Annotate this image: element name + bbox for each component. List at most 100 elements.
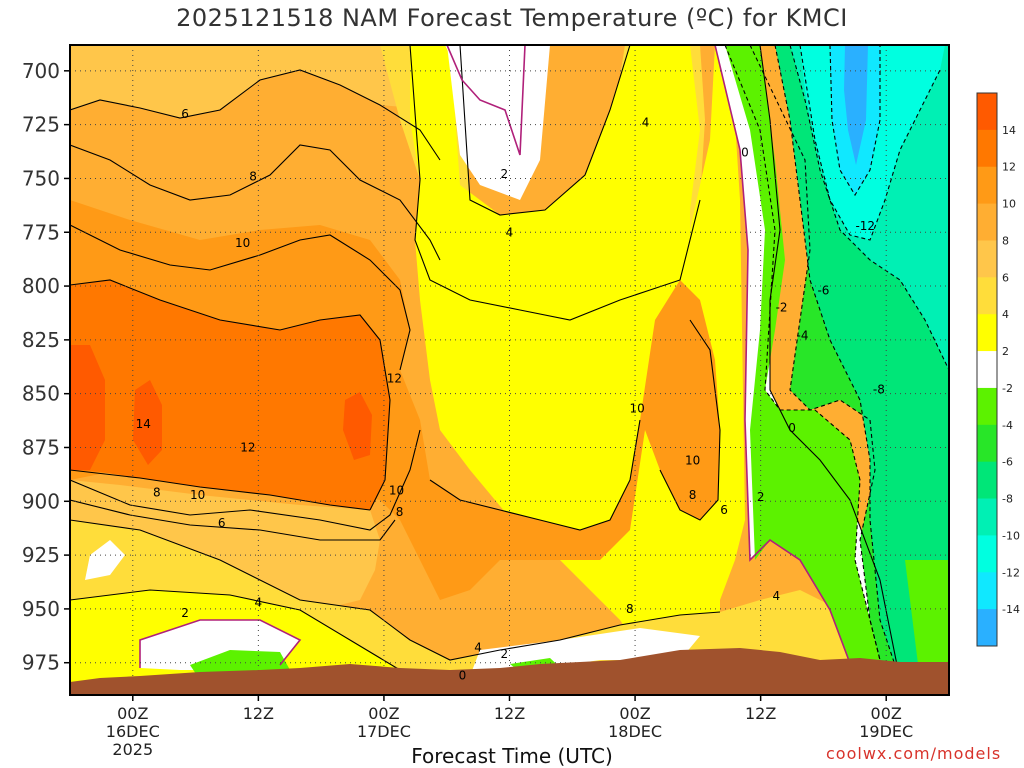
contour-label-31: 2 (757, 490, 765, 504)
colorbar-label-2: 10 (1002, 198, 1016, 211)
contour-label-6: 8 (153, 486, 161, 500)
contour-label-15: 4 (642, 115, 650, 129)
colorbar-label-11: -10 (1002, 529, 1020, 542)
colorbar-swatch-4 (977, 240, 997, 278)
colorbar-frame (976, 92, 998, 647)
contour-label-20: 8 (626, 602, 634, 616)
contour-6b (70, 519, 721, 661)
y-tick-label-850: 850 (22, 382, 60, 406)
x-tick-year-0: 2025 (112, 740, 153, 759)
contour-label-23: 0 (459, 669, 467, 683)
contour-12 (70, 279, 391, 511)
colorbar-label-9: -6 (1002, 456, 1013, 469)
grid-lines (70, 45, 949, 695)
y-tick-label-950: 950 (22, 597, 60, 621)
contour-m10 (799, 45, 941, 241)
fill-region-m2-m4 (725, 45, 880, 690)
colorbar-swatch-6 (977, 314, 997, 352)
colorbar-swatch-13 (977, 572, 997, 610)
fill-region-6-8-lower (70, 480, 380, 610)
contour-label-17: 10 (685, 453, 700, 467)
colorbar-label-8: -4 (1002, 419, 1013, 432)
colorbar-label-7: -2 (1002, 382, 1013, 395)
contour-label-5: 12 (240, 440, 255, 454)
contour-label-2: 10 (235, 236, 250, 250)
contour-10 (70, 224, 411, 371)
x-tick-label-0: 00Z (117, 704, 148, 723)
colorbar-swatch-12 (977, 535, 997, 573)
contour-label-22: 2 (500, 647, 508, 661)
fill-region-6-8-upper (70, 45, 440, 118)
y-tick-label-825: 825 (22, 328, 60, 352)
x-tick-label-6: 00Z (871, 704, 902, 723)
contour-label-19: 6 (720, 503, 728, 517)
x-tick-label-5: 12Z (745, 704, 776, 723)
colorbar-swatch-9 (977, 424, 997, 463)
y-tick-label-900: 900 (22, 489, 60, 513)
contour-label-16: 10 (630, 402, 645, 416)
fill-region-lt-m14 (844, 45, 868, 165)
colorbar-swatch-10 (977, 461, 997, 500)
contour-label-12: 2 (181, 606, 189, 620)
contour-label-7: 10 (190, 488, 205, 502)
contour-label-24: 0 (741, 146, 749, 160)
credit-text: coolwx.com/models (826, 744, 1002, 763)
y-tick-label-725: 725 (22, 113, 60, 137)
colorbar-label-10: -8 (1002, 493, 1013, 506)
y-tick-label-750: 750 (22, 166, 60, 190)
contour-label-8: 6 (218, 516, 226, 530)
colorbar-label-4: 6 (1002, 271, 1009, 284)
colorbar-label-3: 8 (1002, 234, 1009, 247)
colorbar-swatch-8 (977, 387, 997, 426)
fill-region-white-mid (447, 45, 550, 200)
y-tick-label-875: 875 (22, 435, 60, 459)
contour-label-3: 12 (387, 372, 402, 386)
contour-label-1: 8 (249, 169, 257, 183)
fill-region-gt14-2 (133, 380, 162, 465)
contour-8b (70, 499, 396, 541)
x-tick-date-6: 19DEC (859, 722, 913, 741)
ground-terrain (70, 648, 949, 695)
contour-m8 (789, 45, 949, 371)
colorbar-swatch-5 (977, 277, 997, 315)
colorbar-swatch-2 (977, 166, 997, 205)
contour-label-26: -4 (797, 329, 809, 343)
x-tick-label-3: 12Z (494, 704, 525, 723)
contour-label-30: 0 (788, 421, 796, 435)
colorbar-label-0: 14 (1002, 124, 1016, 137)
y-tick-label-975: 975 (22, 651, 60, 675)
contour-2 (459, 45, 631, 216)
contour-6 (70, 69, 441, 161)
contour-labels: 6 8 10 12 14 12 8 10 6 10 8 4 2 2 4 4 10 10 8 6 8 4 2 0 0 -2 -4 -6 -… (136, 107, 885, 683)
contour-label-18: 8 (689, 488, 697, 502)
fill-region-2-4 (410, 45, 745, 660)
colorbar-swatch-11 (977, 498, 997, 536)
contour-0-upper (446, 45, 526, 156)
x-tick-date-0: 16DEC (106, 722, 160, 741)
contour-label-21: 4 (474, 641, 482, 655)
y-tick-label-700: 700 (22, 59, 60, 83)
contour-m2 (724, 45, 881, 661)
contour-label-4: 14 (136, 417, 151, 431)
colorbar-label-1: 12 (1002, 161, 1016, 174)
contour-label-25: -2 (776, 301, 788, 315)
fill-region-10-12 (70, 200, 720, 600)
contour-label-29: -8 (873, 382, 885, 396)
contour-8 (70, 144, 441, 261)
chart-title: 2025121518 NAM Forecast Temperature (ºC)… (176, 4, 848, 32)
y-tick-label-775: 775 (22, 220, 60, 244)
x-tick-label-1: 12Z (243, 704, 274, 723)
contour-lines (70, 45, 949, 691)
contour-10b (70, 429, 421, 531)
x-tick-label-2: 00Z (368, 704, 399, 723)
colorbar: 14 12 10 8 6 4 2 -2 -4 -6 -8 -10 -12 -14 (976, 92, 1020, 647)
contour-label-13: 2 (500, 167, 508, 181)
fill-region-white-lower (85, 540, 125, 580)
y-tick-label-800: 800 (22, 274, 60, 298)
colorbar-label-6: 2 (1002, 345, 1009, 358)
x-tick-label-4: 00Z (619, 704, 650, 723)
colorbar-swatch-3 (977, 203, 997, 241)
colorbar-label-13: -14 (1002, 603, 1020, 616)
